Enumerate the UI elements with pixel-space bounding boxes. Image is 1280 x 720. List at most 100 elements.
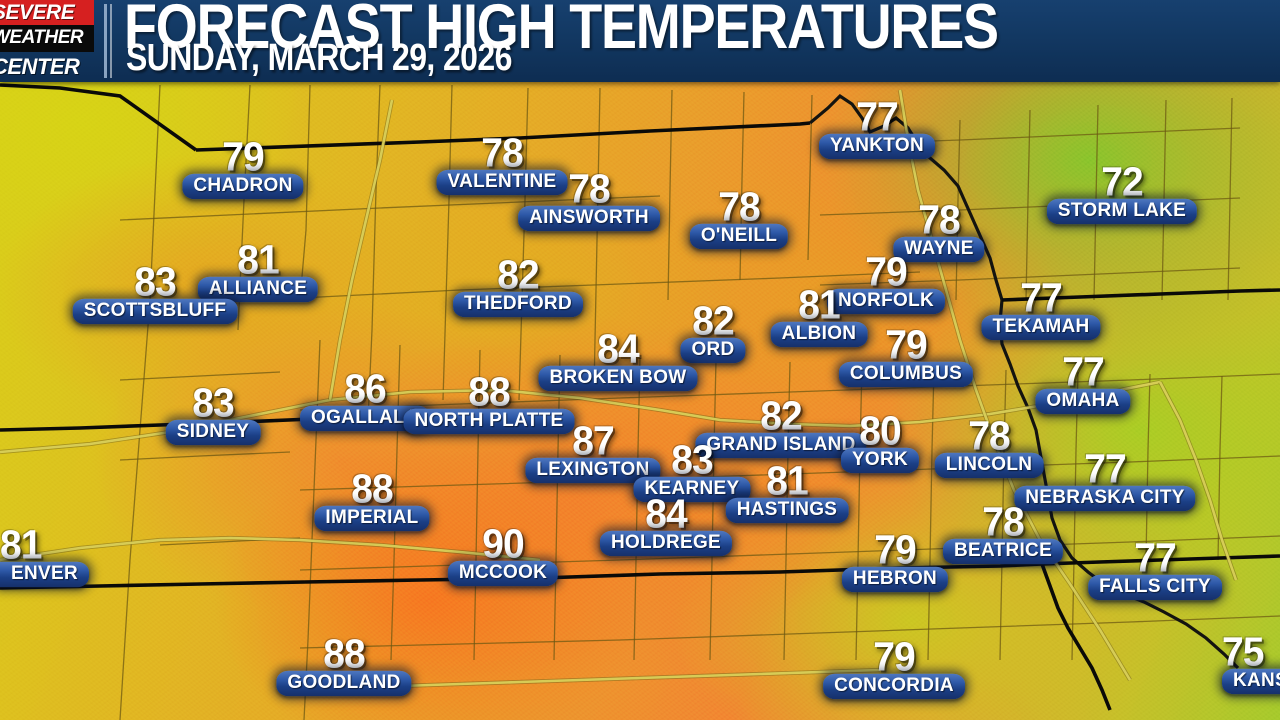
city-marker: 78 O'NEILL	[689, 184, 789, 250]
city-temperature: 87	[572, 418, 614, 465]
city-temperature: 83	[671, 437, 713, 484]
city-temperature: 86	[344, 366, 386, 413]
city-temperature: 83	[192, 380, 234, 427]
city-marker: 79 COLUMBUS	[838, 322, 974, 388]
logo-line-severe: SEVERE	[0, 0, 94, 25]
city-name-label: YORK	[840, 447, 920, 474]
city-name-label: HOLDREGE	[599, 530, 733, 557]
city-temperature: 90	[482, 521, 524, 568]
city-name-label: CONCORDIA	[823, 673, 965, 700]
city-temperature: 79	[222, 134, 264, 181]
city-name-label: BROKEN BOW	[538, 365, 698, 392]
city-name-label: BEATRICE	[942, 538, 1064, 565]
city-marker: 84 BROKEN BOW	[538, 329, 698, 392]
city-marker: 87 LEXINGTON	[525, 418, 661, 484]
city-name-label: AINSWORTH	[518, 205, 660, 232]
city-name-label: OMAHA	[1035, 388, 1131, 415]
city-temperature: 77	[1134, 535, 1176, 582]
city-temperature: 78	[718, 184, 760, 231]
city-temperature: 75	[1222, 629, 1264, 676]
city-temperature: 77	[856, 94, 898, 141]
city-marker: 82 THEDFORD	[453, 252, 583, 318]
city-name-label: STORM LAKE	[1046, 198, 1198, 225]
city-name-label: ENVER	[0, 561, 89, 588]
city-marker: 78 LINCOLN	[934, 413, 1044, 479]
city-name-label: ORD	[680, 337, 746, 364]
city-marker: 72 STORM LAKE	[1046, 159, 1198, 225]
city-temperature: 84	[645, 491, 687, 538]
city-name-label: NEBRASKA CITY	[1014, 485, 1196, 512]
city-temperature: 77	[1020, 275, 1062, 322]
city-temperature: 79	[873, 634, 915, 681]
city-temperature: 82	[692, 298, 734, 345]
city-marker: 77 FALLS CITY	[1088, 535, 1222, 601]
city-temperature: 88	[323, 631, 365, 678]
header-banner: SEVERE WEATHER CENTER FORECAST HIGH TEMP…	[0, 0, 1280, 82]
city-marker: 88 GOODLAND	[276, 631, 412, 697]
city-marker: 82 ORD	[680, 298, 746, 364]
city-temperature: 79	[865, 249, 907, 296]
city-temperature: 72	[1101, 159, 1143, 206]
city-marker: 79 NORFOLK	[826, 249, 946, 315]
city-temperature: 81	[798, 282, 840, 329]
city-temperature: 78	[982, 499, 1024, 546]
logo-line-center: CENTER	[0, 53, 80, 79]
city-name-label: HEBRON	[841, 566, 949, 593]
city-marker: 82 GRAND ISLAND	[695, 393, 867, 459]
city-marker: 81 ENVER	[0, 522, 89, 588]
city-name-label: GRAND ISLAND	[695, 432, 867, 459]
city-temperature: 78	[918, 197, 960, 244]
city-temperature: 83	[134, 259, 176, 306]
city-marker: 78 BEATRICE	[942, 499, 1064, 565]
city-marker: 78 AINSWORTH	[518, 166, 660, 232]
city-temperature: 78	[481, 130, 523, 177]
city-marker: 78 WAYNE	[893, 197, 985, 263]
city-temperature: 80	[859, 408, 901, 455]
city-name-label: THEDFORD	[453, 291, 583, 318]
severe-weather-center-logo: SEVERE WEATHER CENTER	[0, 0, 94, 82]
city-marker: 90 MCCOOK	[447, 521, 559, 587]
city-name-label: O'NEILL	[689, 223, 789, 250]
city-marker: 88 NORTH PLATTE	[403, 369, 575, 435]
city-marker: 83 KEARNEY	[633, 437, 751, 503]
city-name-label: LINCOLN	[934, 452, 1044, 479]
city-marker: 81 HASTINGS	[725, 458, 849, 524]
city-marker: 77 TEKAMAH	[981, 275, 1101, 341]
city-marker: 84 HOLDREGE	[599, 491, 733, 557]
city-marker: 79 CHADRON	[182, 134, 304, 200]
city-name-label: KANSAS C	[1222, 668, 1280, 695]
city-temperature: 78	[968, 413, 1010, 460]
header-divider	[104, 4, 107, 78]
city-temperature: 79	[874, 527, 916, 574]
city-name-label: IMPERIAL	[314, 505, 430, 532]
city-marker: 79 CONCORDIA	[823, 634, 965, 700]
city-name-label: WAYNE	[893, 236, 985, 263]
city-temperature: 81	[766, 458, 808, 505]
header-divider-highlight	[110, 4, 112, 78]
city-name-label: GOODLAND	[276, 670, 412, 697]
city-marker: 83 SCOTTSBLUFF	[72, 259, 238, 325]
city-name-label: MCCOOK	[447, 560, 559, 587]
city-temperature: 82	[760, 393, 802, 440]
city-temperature: 79	[885, 322, 927, 369]
city-marker: 77 YANKTON	[819, 94, 935, 160]
city-name-label: FALLS CITY	[1088, 574, 1222, 601]
city-temperature: 81	[0, 522, 42, 569]
city-name-label: NORTH PLATTE	[403, 408, 575, 435]
city-name-label: ALLIANCE	[197, 276, 319, 303]
city-marker: 77 NEBRASKA CITY	[1014, 449, 1196, 512]
city-name-label: HASTINGS	[725, 497, 849, 524]
city-temperature: 88	[468, 369, 510, 416]
city-name-label: KEARNEY	[633, 476, 751, 503]
city-marker: 75KANSAS C	[1222, 629, 1280, 695]
city-name-label: YANKTON	[819, 133, 935, 160]
city-marker: 77 OMAHA	[1035, 352, 1131, 415]
city-name-label: ALBION	[770, 321, 868, 348]
city-temperature: 78	[568, 166, 610, 213]
city-temperature: 88	[351, 466, 393, 513]
city-name-label: SCOTTSBLUFF	[72, 298, 238, 325]
city-marker: 81 ALBION	[770, 282, 868, 348]
city-name-label: VALENTINE	[436, 169, 568, 196]
city-temperature: 82	[497, 252, 539, 299]
